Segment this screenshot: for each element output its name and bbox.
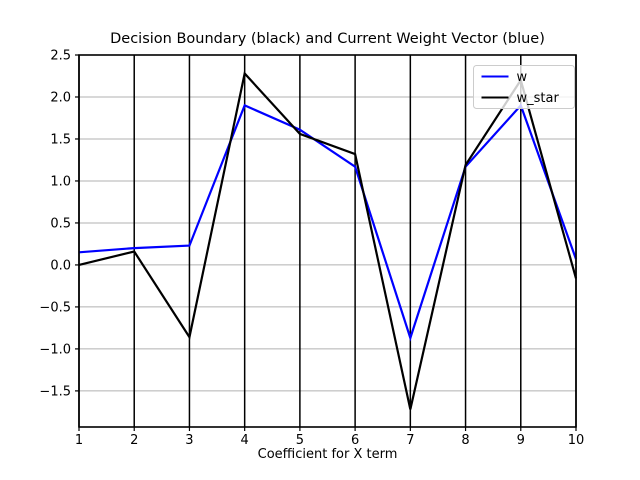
x-tick-label: 8 xyxy=(461,433,469,448)
x-tick-label: 6 xyxy=(351,433,359,448)
x-tick-label: 7 xyxy=(406,433,414,448)
y-tick-label: −0.5 xyxy=(39,300,71,315)
x-tick-label: 5 xyxy=(296,433,304,448)
y-tick-label: 1.0 xyxy=(50,174,71,189)
x-tick-label: 9 xyxy=(517,433,525,448)
series-w_star xyxy=(78,71,578,410)
y-tick-label: 2.0 xyxy=(50,90,71,105)
y-tick-label: 2.5 xyxy=(50,49,71,64)
legend-label-w: w xyxy=(517,70,528,85)
y-tick-label: −1.0 xyxy=(39,342,71,357)
axes-frame xyxy=(78,54,577,428)
x-tick-label: 4 xyxy=(241,433,249,448)
x-tick-label: 3 xyxy=(185,433,193,448)
y-tick-label: 1.5 xyxy=(50,132,71,147)
y-tick-label: 0.0 xyxy=(50,258,71,273)
x-axis-label: Coefficient for X term xyxy=(257,447,398,462)
y-tick-label: −1.5 xyxy=(39,384,71,399)
legend-label-w_star: w_star xyxy=(517,91,560,106)
series-w xyxy=(78,103,578,342)
x-tick-label: 2 xyxy=(130,433,138,448)
x-tick-label: 1 xyxy=(75,433,83,448)
y-tick-label: 0.5 xyxy=(50,216,71,231)
x-tick-label: 10 xyxy=(568,433,585,448)
chart-title: Decision Boundary (black) and Current We… xyxy=(110,31,545,47)
